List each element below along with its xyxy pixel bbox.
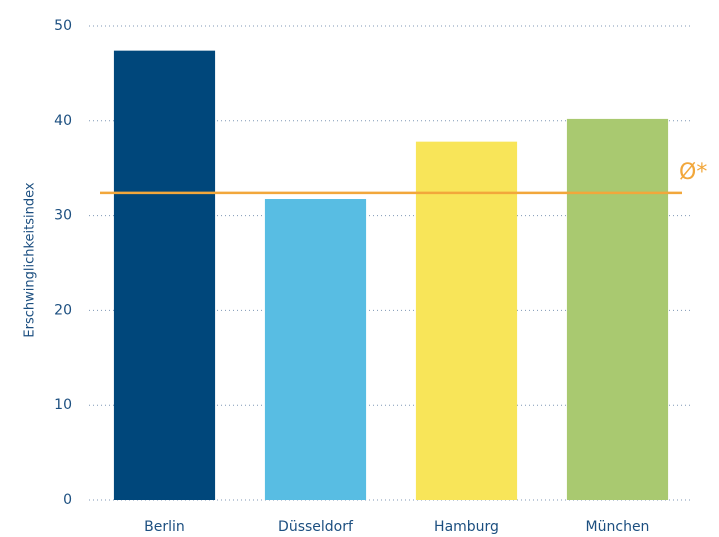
y-tick-label: 50: [54, 18, 72, 34]
x-tick-label: Hamburg: [434, 519, 499, 535]
y-tick-label: 20: [54, 302, 72, 318]
y-axis-label: Erschwinglichkeitsindex: [23, 182, 38, 337]
y-tick-label: 0: [63, 492, 72, 508]
x-tick-label: Düsseldorf: [278, 519, 354, 535]
bar: [566, 118, 669, 501]
y-tick-label: 40: [54, 113, 72, 129]
bar: [415, 141, 518, 500]
y-tick-label: 10: [54, 397, 72, 413]
bar: [264, 199, 367, 500]
x-tick-label: München: [586, 519, 650, 535]
bar: [113, 50, 216, 500]
y-tick-label: 30: [54, 208, 72, 224]
x-tick-label: Berlin: [144, 519, 185, 535]
average-label: Ø*: [679, 160, 707, 185]
